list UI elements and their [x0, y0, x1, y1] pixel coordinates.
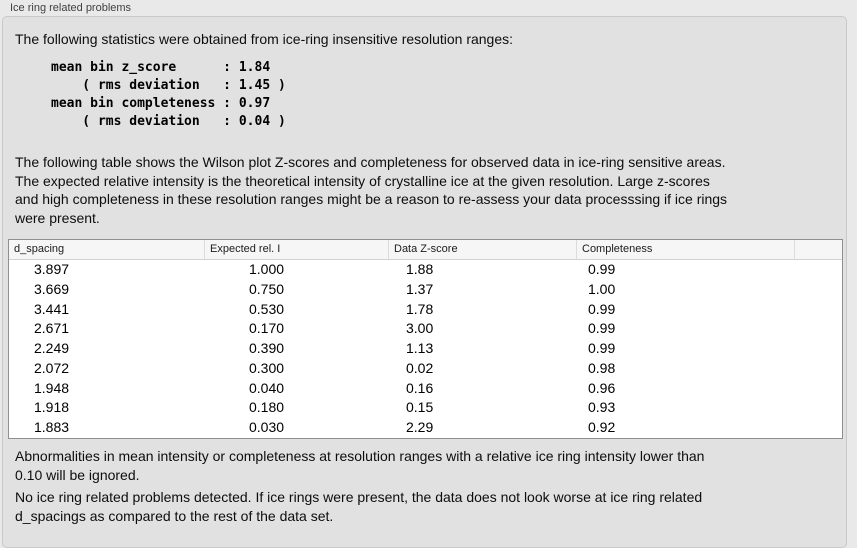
table-row[interactable]: 2.072 0.300 0.02 0.98 [9, 358, 842, 379]
table-row[interactable]: 2.249 0.390 1.13 0.99 [9, 339, 842, 359]
table-cell: 3.441 [34, 300, 70, 317]
table-cell: 0.93 [588, 399, 616, 416]
table-cell: 1.88 [406, 261, 434, 277]
column-header-expected-rel-i[interactable]: Expected rel. I [204, 240, 388, 259]
table-cell: 2.671 [34, 320, 70, 337]
table-cell-empty [794, 398, 842, 418]
table-cell: 1.00 [588, 280, 616, 297]
table-cell-empty [794, 300, 842, 320]
table-cell: 0.96 [588, 379, 616, 396]
table-cell: 0.300 [249, 359, 285, 376]
table-cell: 1.78 [406, 300, 434, 317]
table-cell: 2.072 [34, 359, 70, 376]
table-cell: 1.13 [406, 340, 434, 357]
table-row[interactable]: 3.441 0.530 1.78 0.99 [9, 299, 842, 320]
table-cell-empty [794, 260, 842, 280]
table-cell-empty [794, 319, 842, 339]
table-cell: 3.897 [34, 261, 70, 277]
table-cell-empty [794, 280, 842, 300]
table-description-text: The following table shows the Wilson plo… [15, 154, 728, 226]
table-cell: 0.390 [249, 340, 285, 357]
ignore-note-text: Abnormalities in mean intensity or compl… [15, 448, 705, 483]
table-cell: 1.948 [34, 379, 70, 396]
table-cell: 0.16 [406, 379, 434, 396]
table-cell: 0.530 [249, 300, 285, 317]
group-box-label: Ice ring related problems [10, 2, 132, 14]
table-cell: 1.918 [34, 399, 70, 416]
table-cell: 1.000 [249, 261, 285, 277]
table-body: 3.897 1.000 1.88 0.99 3.669 0.750 1.37 1.00 3.44… [9, 260, 842, 438]
column-header-data-z-score[interactable]: Data Z-score [388, 240, 576, 259]
table-row[interactable]: 2.671 0.170 3.00 0.99 [9, 319, 842, 340]
table-cell: 0.99 [588, 340, 616, 357]
table-cell-empty [794, 359, 842, 379]
table-header-row[interactable]: d_spacing Expected rel. I Data Z-score Comp… [9, 240, 842, 260]
table-cell: 0.040 [249, 379, 285, 396]
ice-ring-results-table: d_spacing Expected rel. I Data Z-score Comp… [8, 239, 843, 439]
table-cell: 3.669 [34, 280, 70, 297]
ice-ring-panel: The following statistics were obtained f… [2, 16, 847, 548]
column-header-d-spacing[interactable]: d_spacing [14, 243, 65, 255]
table-cell: 2.29 [406, 419, 434, 436]
table-cell: 0.02 [406, 359, 434, 376]
table-row[interactable]: 1.948 0.040 0.16 0.96 [9, 378, 842, 399]
column-header-completeness[interactable]: Completeness [576, 240, 794, 259]
table-cell: 0.030 [249, 419, 285, 436]
table-cell: 0.170 [249, 320, 285, 337]
table-cell: 0.180 [249, 399, 285, 416]
table-cell: 0.750 [249, 280, 285, 297]
table-cell: 0.99 [588, 261, 616, 277]
table-cell-empty [794, 418, 842, 438]
table-cell-empty [794, 379, 842, 399]
table-row[interactable]: 1.918 0.180 0.15 0.93 [9, 398, 842, 419]
table-cell: 0.15 [406, 399, 434, 416]
conclusion-text: No ice ring related problems detected. I… [15, 489, 703, 524]
table-row[interactable]: 3.897 1.000 1.88 0.99 [9, 260, 842, 280]
table-row[interactable]: 1.883 0.030 2.29 0.92 [9, 418, 842, 438]
table-cell: 0.92 [588, 419, 616, 436]
table-cell: 3.00 [406, 320, 434, 337]
table-cell-empty [794, 339, 842, 359]
table-row[interactable]: 3.669 0.750 1.37 1.00 [9, 279, 842, 300]
table-cell: 2.249 [34, 340, 70, 357]
intro-text: The following statistics were obtained f… [15, 31, 514, 47]
stats-summary-block: mean bin z_score : 1.84 ( rms deviation … [51, 60, 286, 129]
table-cell: 0.98 [588, 359, 616, 376]
table-cell: 0.99 [588, 320, 616, 337]
table-cell: 1.883 [34, 419, 70, 436]
table-cell: 0.99 [588, 300, 616, 317]
column-header-empty[interactable] [794, 240, 842, 259]
table-cell: 1.37 [406, 280, 434, 297]
